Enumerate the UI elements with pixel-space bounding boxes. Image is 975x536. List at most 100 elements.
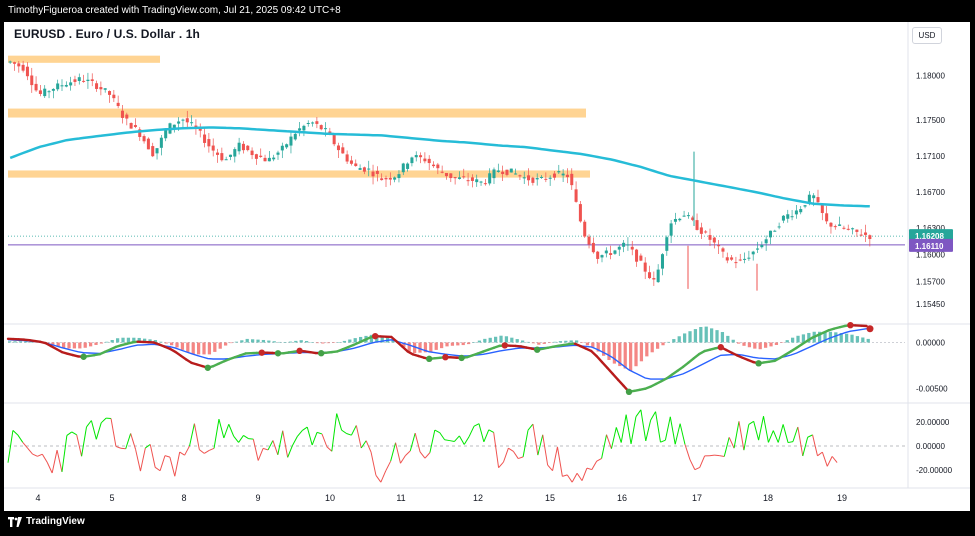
candle-body <box>786 214 790 219</box>
macd-histogram-bar <box>747 342 752 348</box>
time-tick-label: 11 <box>396 493 405 503</box>
osc-line-segment <box>208 447 215 451</box>
candle-body <box>552 173 556 178</box>
macd-cross-dot <box>80 353 87 360</box>
macd-histogram-bar <box>834 332 838 343</box>
macd-histogram-bar <box>218 342 222 349</box>
osc-line-segment <box>409 432 416 452</box>
macd-histogram-bar <box>634 342 638 367</box>
candle-body <box>120 110 124 118</box>
candle-body <box>267 157 271 162</box>
osc-line-segment <box>238 435 244 443</box>
macd-histogram-bar <box>515 339 519 343</box>
osc-line-segment <box>414 432 421 453</box>
macd-histogram-bar <box>29 341 33 343</box>
macd-cross-dot <box>318 350 325 357</box>
candle-body <box>799 209 803 213</box>
macd-histogram-bar <box>8 341 12 343</box>
time-tick-label: 10 <box>325 493 335 503</box>
macd-histogram-bar <box>72 342 77 349</box>
osc-line-segment <box>228 424 235 437</box>
osc-line-segment <box>218 418 225 439</box>
osc-line-segment <box>753 421 760 441</box>
candle-body <box>708 235 712 240</box>
osc-line-segment <box>81 426 87 457</box>
osc-line-segment <box>498 461 504 469</box>
candle-body <box>838 224 842 226</box>
macd-histogram-bar <box>575 340 579 343</box>
macd-histogram-bar <box>234 341 239 343</box>
macd-histogram-bar <box>704 326 708 343</box>
candle-body <box>276 152 280 155</box>
zone-rect <box>8 170 590 178</box>
macd-histogram-bar <box>353 338 357 343</box>
osc-line-segment <box>620 414 627 443</box>
osc-line-segment <box>478 423 485 442</box>
candle-body <box>181 119 185 121</box>
macd-histogram-bar <box>737 342 741 344</box>
candle-body <box>315 121 319 124</box>
macd-histogram-bar <box>553 341 557 343</box>
osc-line-segment <box>282 430 289 458</box>
macd-histogram-bar <box>596 342 600 352</box>
candle-body <box>686 215 690 217</box>
currency-button[interactable]: USD <box>912 27 942 44</box>
candle-body <box>414 155 418 158</box>
macd-histogram-bar <box>283 342 287 343</box>
osc-line-segment <box>306 426 313 446</box>
osc-line-segment <box>812 434 818 456</box>
osc-line-segment <box>326 446 333 452</box>
candle-body <box>241 143 245 151</box>
osc-line-segment <box>542 434 549 466</box>
candle-body <box>77 77 81 82</box>
macd-histogram-bar <box>407 342 411 352</box>
candle-body <box>194 125 198 128</box>
osc-line-segment <box>100 417 107 424</box>
osc-line-segment <box>738 421 745 451</box>
macd-histogram-bar <box>126 337 131 343</box>
zone-rect <box>8 55 160 63</box>
osc-line-segment <box>606 434 612 449</box>
macd-histogram-bar <box>164 342 168 344</box>
macd-histogram-bar <box>569 340 573 343</box>
macd-histogram-bar <box>310 342 314 343</box>
osc-line-segment <box>527 423 534 431</box>
candle-body <box>591 242 595 253</box>
macd-line-segment <box>606 366 614 376</box>
osc-line-segment <box>674 423 681 445</box>
osc-line-segment <box>772 430 779 443</box>
osc-line-segment <box>458 435 465 445</box>
osc-line-segment <box>287 445 294 458</box>
osc-line-segment <box>395 442 401 464</box>
macd-histogram-bar <box>326 342 330 344</box>
macd-histogram-bar <box>99 342 104 344</box>
candle-body <box>224 159 228 161</box>
candle-body <box>833 226 837 228</box>
macd-histogram-bar <box>450 342 455 346</box>
last-price-badge <box>909 229 953 243</box>
macd-histogram-bar <box>305 341 309 343</box>
candle-body <box>228 154 232 157</box>
candle-body <box>436 164 440 169</box>
osc-line-segment <box>115 445 122 449</box>
candle-body <box>336 145 340 151</box>
macd-histogram-bar <box>791 337 795 343</box>
macd-histogram-bar <box>83 342 87 348</box>
macd-histogram-bar <box>602 342 606 356</box>
candle-body <box>362 167 366 172</box>
macd-histogram-bar <box>558 341 563 343</box>
candle-body <box>60 85 64 87</box>
macd-histogram-bar <box>699 326 703 343</box>
osc-line-segment <box>782 424 789 443</box>
macd-histogram-bar <box>153 340 158 343</box>
candle-body <box>397 174 401 179</box>
osc-line-segment <box>27 447 33 455</box>
osc-tick-label: 0.00000 <box>916 442 945 451</box>
osc-line-segment <box>797 426 804 457</box>
footer-brand: TradingView <box>8 516 85 527</box>
candle-body <box>302 125 306 131</box>
osc-line-segment <box>483 429 490 443</box>
candle-body <box>388 177 392 180</box>
candle-body <box>665 237 669 251</box>
candle-body <box>760 244 764 248</box>
